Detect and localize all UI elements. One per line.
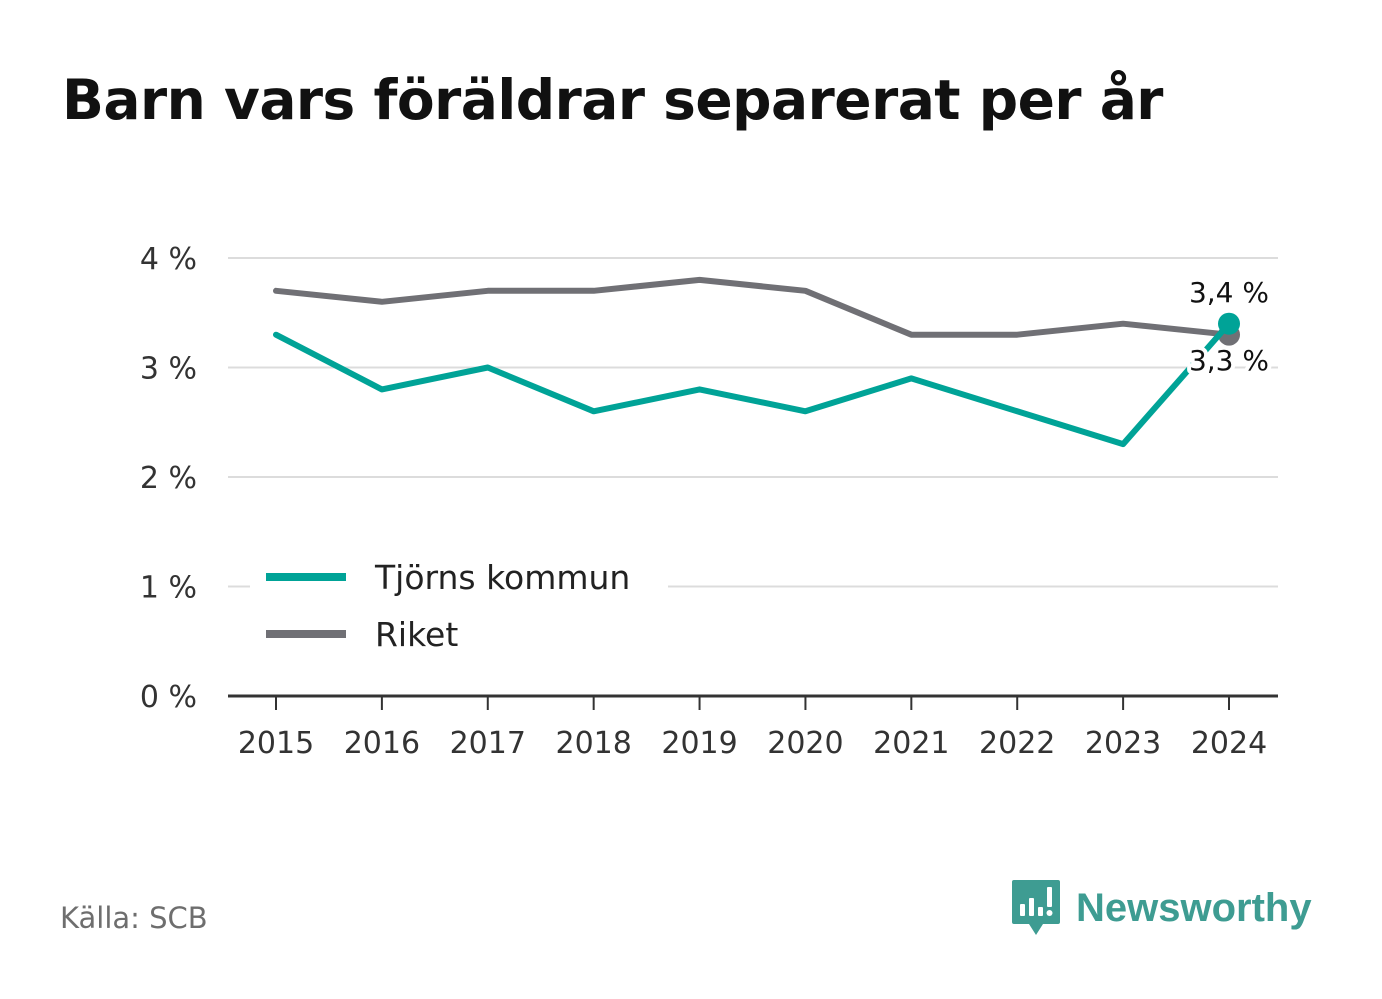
series-line [273,276,1232,338]
x-tick-label: 2017 [450,726,526,761]
chart-title: Barn vars föräldrar separerat per år [62,68,1163,132]
x-tick-label: 2024 [1191,726,1267,761]
end-value-labels: 3,4 % 3,3 % [1185,272,1273,381]
legend-label: Tjörns kommun [374,558,630,597]
x-tick-label: 2022 [979,726,1055,761]
legend-label: Riket [375,615,458,654]
y-tick-label: 1 % [140,571,197,606]
end-value-label: 3,4 % [1189,276,1269,309]
series-end-point [1218,312,1240,335]
x-tick-label: 2021 [873,726,949,761]
y-tick-label: 0 % [140,680,197,715]
y-tick-label: 2 % [140,461,197,496]
gridlines: 0 % 1 % 2 % 3 % 4 % [140,242,1278,715]
brand-logo: Newsworthy [1010,878,1312,938]
x-axis: 2015 2016 2017 2018 2019 2020 2021 2022 2023 2024 [228,694,1278,761]
x-tick-label: 2023 [1085,726,1161,761]
x-tick-label: 2018 [555,726,631,761]
end-value-label: 3,3 % [1189,344,1269,377]
x-tick-label: 2015 [238,726,314,761]
y-tick-label: 3 % [140,352,197,387]
source-note: Källa: SCB [60,901,208,935]
legend: Tjörns kommun Riket [250,548,668,664]
brand-name: Newsworthy [1076,885,1312,930]
x-tick-label: 2020 [767,726,843,761]
legend-background [250,548,668,664]
series-lines [273,276,1240,448]
newsworthy-bar-chart-logo-icon [1012,880,1060,935]
x-tick-label: 2016 [344,726,420,761]
series-line [273,320,1232,448]
x-tick-label: 2019 [661,726,737,761]
y-tick-label: 4 % [140,242,197,277]
